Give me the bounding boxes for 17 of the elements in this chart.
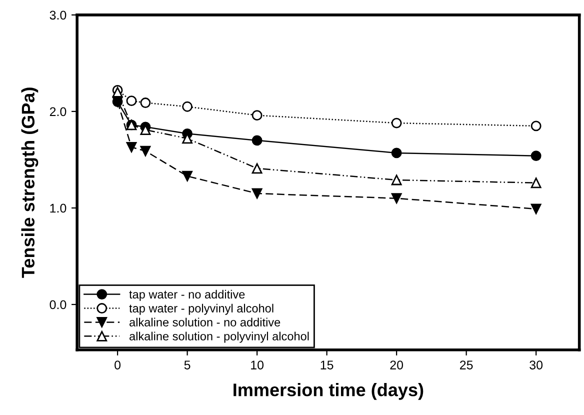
y-tick-label: 0.0: [50, 300, 66, 310]
x-tick-label: 0: [114, 360, 121, 370]
x-tick-label: 20: [390, 360, 404, 370]
y-tick-label: 3.0: [50, 10, 66, 20]
x-tick-label: 5: [184, 360, 190, 370]
x-tick-label: 10: [251, 360, 264, 370]
x-tick-label: 30: [530, 360, 543, 370]
legend-label: alkaline solution - polyvinyl alcohol: [130, 332, 309, 343]
y-tick-label: 2.0: [50, 107, 66, 116]
legend-label: tap water - no additive: [129, 290, 245, 301]
x-axis-title: Immersion time (days): [234, 383, 424, 400]
legend-label: tap water - polyvinyl alcohol: [129, 304, 274, 315]
y-axis-title: Tensile strength (GPa): [21, 88, 38, 278]
y-tick-label: 1.0: [50, 204, 66, 213]
x-tick-label: 25: [460, 360, 473, 370]
x-tick-label: 15: [320, 360, 334, 370]
legend-label: alkaline solution - no additive: [130, 318, 280, 326]
